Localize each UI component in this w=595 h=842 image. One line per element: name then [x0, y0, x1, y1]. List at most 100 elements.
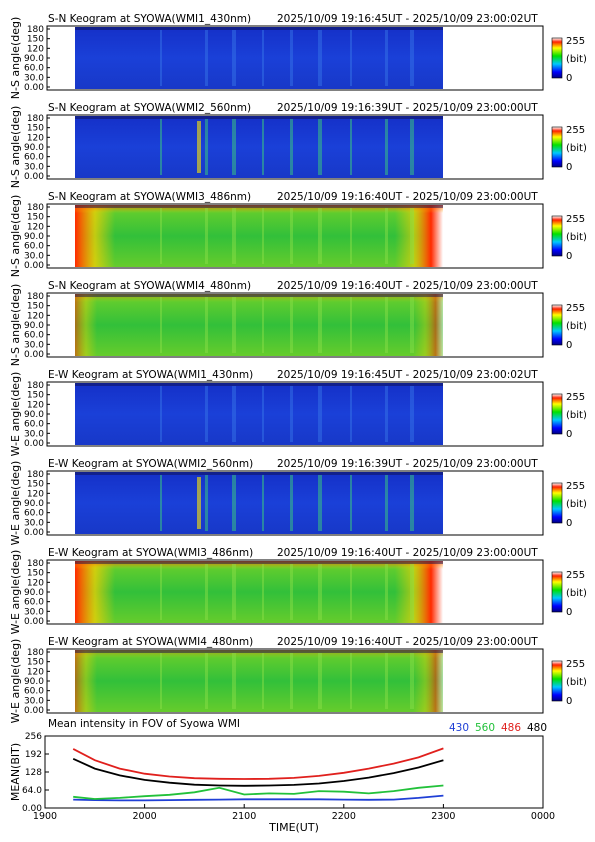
- y-tick-label: 150: [27, 124, 44, 134]
- aurora-streak: [262, 297, 264, 353]
- aurora-streak: [262, 564, 264, 620]
- aurora-streak: [290, 475, 293, 531]
- aurora-streak: [318, 119, 322, 175]
- y-tick-label: 60.0: [24, 687, 44, 697]
- edge-glow-left: [75, 650, 97, 712]
- aurora-streak: [262, 386, 264, 442]
- y-tick-label: 120: [27, 489, 44, 499]
- y-tick-label: 60.0: [24, 242, 44, 252]
- aurora-streak: [385, 653, 388, 709]
- keogram-panel-3: S-N Keogram at SYOWA(WMI3_486nm) 2025/10/…: [9, 191, 587, 277]
- y-axis-label: W-E angle(deg): [9, 461, 22, 546]
- keogram-panel-1: S-N Keogram at SYOWA(WMI1_430nm) 2025/10/…: [9, 13, 587, 99]
- edge-glow-left: [75, 205, 115, 267]
- series-line-560: [73, 784, 444, 800]
- keogram-image: [75, 383, 443, 445]
- keogram-image: [75, 294, 443, 356]
- aurora-streak: [232, 208, 236, 264]
- y-tick-label: 30.0: [24, 162, 44, 172]
- legend-entry-480: 480: [527, 722, 547, 734]
- colorbar-max-label: 255: [566, 392, 585, 403]
- aurora-streak: [205, 475, 208, 531]
- edge-glow-right: [395, 205, 443, 267]
- aurora-streak: [262, 653, 264, 709]
- y-tick-label: 180: [27, 381, 44, 391]
- colorbar-min-label: 0: [566, 696, 572, 707]
- edge-glow-right: [395, 561, 443, 623]
- aurora-streak: [385, 208, 388, 264]
- panel-title: S-N Keogram at SYOWA(WMI2_560nm): [48, 102, 251, 114]
- y-tick-label: 60.0: [24, 509, 44, 519]
- aurora-streak: [160, 386, 162, 442]
- aurora-streak: [205, 386, 208, 442]
- y-tick-label: 60.0: [24, 153, 44, 163]
- edge-glow-top: [75, 650, 443, 658]
- aurora-bright-arc: [197, 477, 201, 529]
- legend-entry-560: 560: [475, 722, 495, 734]
- aurora-streak: [410, 475, 414, 531]
- keogram-image: [75, 650, 443, 712]
- y-axis-label: N-S angle(deg): [9, 195, 22, 278]
- colorbar-max-label: 255: [566, 659, 585, 670]
- y-tick-label: 0.00: [24, 350, 44, 360]
- y-tick-label: 120: [27, 222, 44, 232]
- y-tick-label: 30.0: [24, 73, 44, 83]
- aurora-streak: [290, 208, 293, 264]
- colorbar-min-label: 0: [566, 518, 572, 529]
- aurora-streak: [160, 564, 162, 620]
- edge-glow-top: [75, 561, 443, 569]
- colorbar-max-label: 255: [566, 481, 585, 492]
- colorbar-unit-label: (bit): [566, 143, 587, 154]
- colorbar-max-label: 255: [566, 36, 585, 47]
- colorbar: [551, 304, 563, 346]
- horizon-strip: [75, 383, 443, 386]
- colorbar-min-label: 0: [566, 607, 572, 618]
- panel-title: S-N Keogram at SYOWA(WMI1_430nm): [48, 13, 251, 25]
- aurora-streak: [385, 564, 388, 620]
- colorbar: [551, 660, 563, 702]
- y-tick-label: 180: [27, 203, 44, 213]
- aurora-streak: [385, 119, 388, 175]
- aurora-streak: [410, 208, 414, 264]
- y-tick-label: 180: [27, 114, 44, 124]
- panel-title: E-W Keogram at SYOWA(WMI1_430nm): [48, 369, 253, 381]
- colorbar-max-label: 255: [566, 214, 585, 225]
- y-tick-label: 192: [25, 750, 42, 760]
- y-tick-label: 120: [27, 44, 44, 54]
- aurora-streak: [350, 475, 352, 531]
- aurora-streak: [385, 297, 388, 353]
- x-tick-label: 0000: [531, 811, 555, 822]
- panel-time-range: 2025/10/09 19:16:40UT - 2025/10/09 23:00…: [277, 636, 538, 648]
- edge-glow-right: [413, 294, 443, 356]
- aurora-streak: [410, 297, 414, 353]
- x-tick-label: 1900: [33, 811, 57, 822]
- y-tick-label: 180: [27, 648, 44, 658]
- colorbar: [551, 482, 563, 524]
- keogram-panel-7: E-W Keogram at SYOWA(WMI3_486nm) 2025/10/…: [9, 547, 587, 634]
- keogram-image: [75, 116, 443, 178]
- aurora-streak: [290, 297, 293, 353]
- aurora-streak: [290, 30, 293, 86]
- aurora-streak: [160, 30, 162, 86]
- keogram-panel-8: E-W Keogram at SYOWA(WMI4_480nm) 2025/10/…: [9, 636, 587, 723]
- y-tick-label: 0.00: [22, 804, 42, 814]
- y-tick-label: 90.0: [24, 54, 44, 64]
- edge-glow-left: [75, 294, 97, 356]
- y-tick-label: 150: [27, 302, 44, 312]
- colorbar-min-label: 0: [566, 73, 572, 84]
- y-axis-label: W-E angle(deg): [9, 550, 22, 635]
- aurora-streak: [160, 653, 162, 709]
- y-tick-label: 120: [27, 578, 44, 588]
- aurora-streak: [318, 208, 322, 264]
- colorbar-min-label: 0: [566, 162, 572, 173]
- panel-time-range: 2025/10/09 19:16:40UT - 2025/10/09 23:00…: [277, 547, 538, 559]
- series-line-430: [73, 794, 444, 802]
- y-tick-label: 0.00: [24, 83, 44, 93]
- series-line-480: [72, 757, 444, 787]
- colorbar-unit-label: (bit): [566, 677, 587, 688]
- aurora-streak: [385, 386, 388, 442]
- y-axis-label: N-S angle(deg): [9, 17, 22, 100]
- panel-title: S-N Keogram at SYOWA(WMI3_486nm): [48, 191, 251, 203]
- y-tick-label: 180: [27, 25, 44, 35]
- colorbar: [551, 571, 563, 613]
